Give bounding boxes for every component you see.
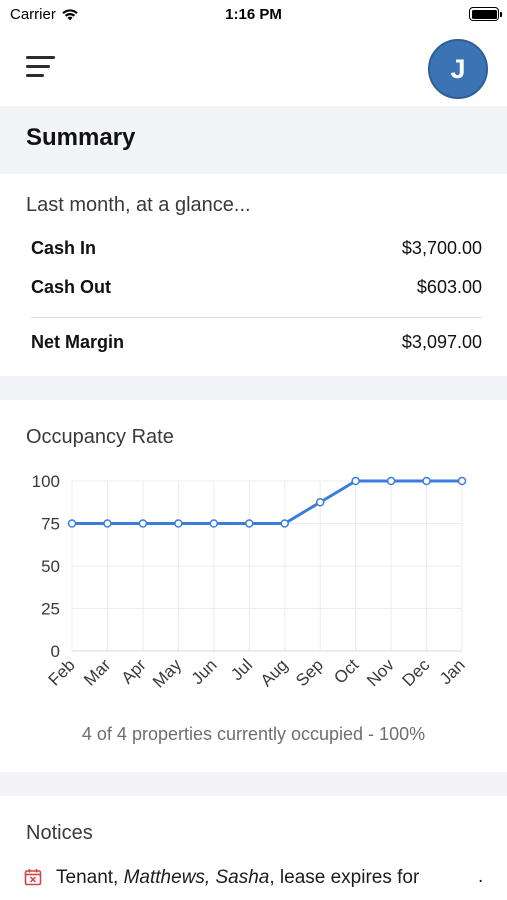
- calendar-expired-icon: [24, 869, 42, 886]
- y-tick-label: 0: [51, 642, 60, 661]
- x-tick-label: Sep: [292, 655, 327, 690]
- y-tick-label: 100: [32, 472, 60, 491]
- carrier-indicator: Carrier: [10, 6, 79, 23]
- notice-item[interactable]: Tenant, Matthews, Sasha, lease expires f…: [56, 867, 419, 889]
- data-point: [351, 476, 360, 486]
- data-point: [67, 519, 77, 528]
- occupancy-footer: 4 of 4 properties currently occupied - 1…: [81, 724, 426, 744]
- x-tick-label: Aug: [257, 655, 292, 690]
- clock: 1:16 PM: [225, 6, 282, 23]
- wifi-icon: [62, 9, 78, 21]
- section-gap: [0, 376, 507, 400]
- x-tick-label: Dec: [399, 655, 434, 690]
- top-nav: J: [0, 28, 507, 106]
- series-line: [72, 479, 462, 525]
- occupancy-title: Occupancy Rate: [26, 426, 174, 448]
- cash-in-value: $3,700.00: [401, 238, 482, 258]
- net-margin-value: $3,097.00: [401, 332, 482, 352]
- avatar[interactable]: J: [428, 39, 488, 99]
- x-tick-label: Mar: [80, 655, 114, 689]
- y-tick-label: 25: [41, 600, 60, 619]
- x-tick-label: Nov: [363, 655, 398, 690]
- carrier-label: Carrier: [10, 6, 56, 23]
- data-point: [422, 476, 431, 486]
- notice-suffix: , lease expires for: [269, 867, 420, 888]
- status-bar: Carrier 1:16 PM: [0, 0, 507, 28]
- cash-in-label: Cash In: [31, 238, 97, 258]
- occupancy-card: Occupancy Rate 0 25 50 75 100 Feb Mar Apr May Jun…: [0, 400, 507, 772]
- x-tick-label: Jan: [436, 655, 469, 688]
- notices-card: Notices Tenant, Matthews, Sasha, lease e…: [0, 796, 507, 900]
- x-tick-label: Jun: [188, 655, 221, 688]
- cash-out-value: $603.00: [416, 277, 482, 297]
- data-point: [209, 519, 219, 528]
- cash-out-label: Cash Out: [31, 277, 112, 297]
- data-point: [138, 519, 148, 528]
- page-title: Summary: [26, 124, 136, 151]
- notice-prefix: Tenant,: [56, 867, 124, 888]
- summary-header: Summary: [0, 106, 507, 174]
- data-point: [174, 519, 183, 528]
- battery-icon: [469, 7, 502, 21]
- notices-title: Notices: [26, 822, 93, 844]
- data-point: [315, 498, 325, 507]
- y-tick-label: 75: [41, 515, 60, 534]
- glance-title: Last month, at a glance...: [26, 194, 251, 216]
- x-tick-label: Jul: [227, 655, 256, 684]
- y-tick-label: 50: [41, 557, 60, 576]
- x-tick-label: Oct: [330, 655, 362, 687]
- notice-tenant-name: Matthews, Sasha: [123, 867, 270, 888]
- divider: [31, 317, 482, 318]
- data-point: [457, 476, 467, 486]
- data-point: [103, 519, 112, 528]
- data-point: [386, 476, 396, 486]
- notice-trailing: .: [478, 866, 484, 887]
- data-point: [245, 519, 254, 528]
- x-tick-label: May: [149, 655, 185, 691]
- data-point: [280, 519, 289, 528]
- section-gap: [0, 772, 507, 796]
- x-tick-label: Apr: [118, 655, 150, 687]
- menu-icon[interactable]: [26, 54, 56, 80]
- glance-card: Last month, at a glance... Cash In $3,70…: [0, 174, 507, 376]
- net-margin-label: Net Margin: [31, 332, 125, 352]
